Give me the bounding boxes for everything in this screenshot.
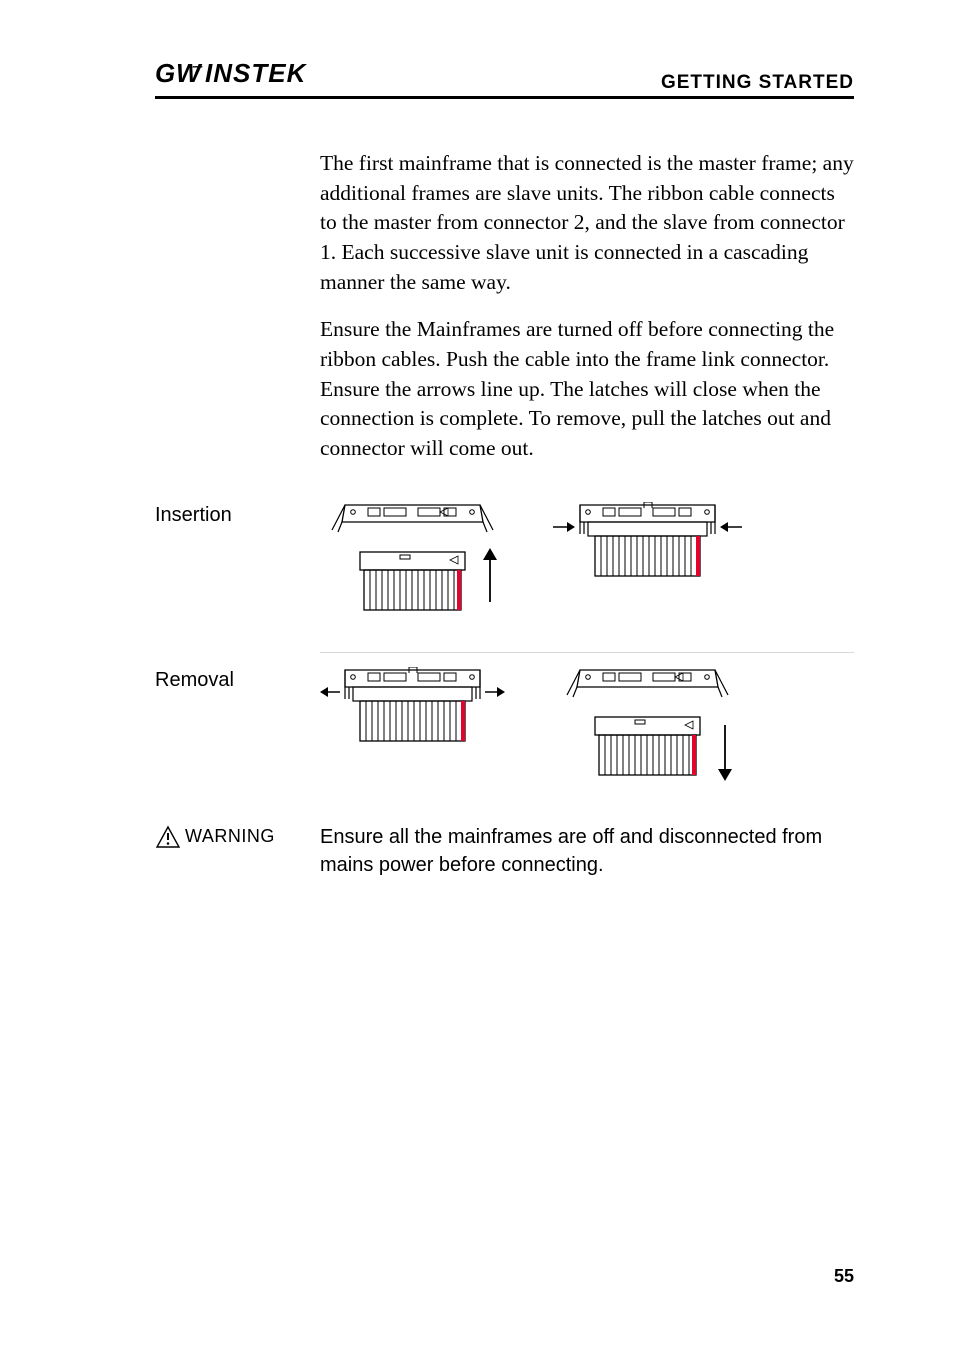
brand-logo: G W ㇐ INSTEK [155, 58, 335, 88]
body-text-block: The first mainframe that is connected is… [155, 149, 854, 482]
warning-triangle-icon [155, 825, 181, 849]
empty-label [155, 149, 320, 482]
insertion-diagram [320, 502, 854, 632]
body-text: The first mainframe that is connected is… [320, 149, 854, 482]
warning-row: WARNING Ensure all the mainframes are of… [155, 823, 854, 879]
warning-body: Ensure all the mainframes are off and di… [320, 823, 854, 879]
removal-svg [320, 667, 760, 797]
warning-label-col: WARNING [155, 823, 320, 879]
page-header: G W ㇐ INSTEK GETTING STARTED [155, 58, 854, 99]
page-number: 55 [834, 1266, 854, 1287]
connector-closed-left [320, 667, 505, 741]
insertion-svg [320, 502, 760, 632]
section-divider [320, 652, 854, 653]
warning-text-label: WARNING [185, 826, 275, 847]
svg-text:INSTEK: INSTEK [205, 58, 308, 88]
insertion-row: Insertion [155, 502, 854, 632]
svg-text:㇐: ㇐ [191, 62, 203, 74]
svg-text:G: G [155, 58, 175, 88]
paragraph-1: The first mainframe that is connected is… [320, 149, 854, 297]
connector-open-right [567, 670, 732, 781]
connector-open-top-left [332, 505, 493, 532]
removal-diagram [320, 667, 854, 797]
insertion-label: Insertion [155, 502, 320, 632]
removal-row: Removal [155, 667, 854, 797]
connector-closed-right [553, 502, 742, 576]
logo-svg: G W ㇐ INSTEK [155, 58, 335, 88]
warning-label: WARNING [155, 825, 275, 849]
paragraph-2: Ensure the Mainframes are turned off bef… [320, 315, 854, 463]
section-title: GETTING STARTED [661, 72, 854, 94]
up-arrow-icon [483, 548, 497, 602]
cable-plug-left [360, 552, 465, 610]
removal-label: Removal [155, 667, 320, 797]
